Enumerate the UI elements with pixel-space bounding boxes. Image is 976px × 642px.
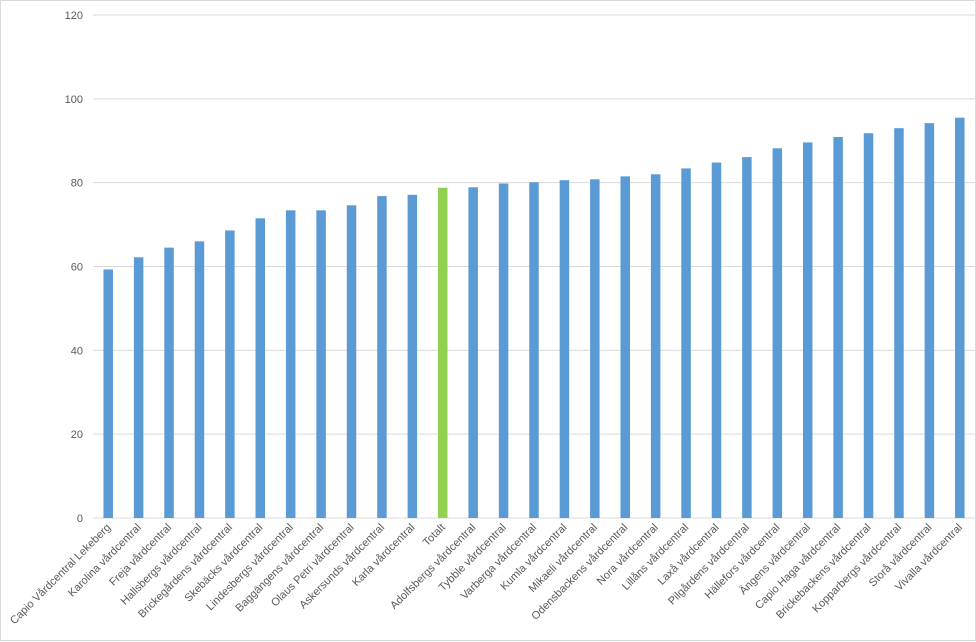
bar	[590, 179, 600, 518]
bar	[924, 123, 935, 519]
bar	[894, 128, 904, 519]
bar	[164, 247, 174, 518]
bar	[620, 176, 630, 519]
bar	[316, 210, 326, 518]
bar	[772, 148, 783, 519]
bar	[407, 194, 418, 518]
bar	[498, 183, 509, 518]
bar	[255, 218, 266, 518]
bar	[529, 182, 539, 518]
y-tick-label: 40	[71, 345, 83, 357]
y-tick-label: 120	[65, 10, 83, 22]
bar	[681, 168, 691, 519]
x-category-label: Totalt	[421, 522, 448, 549]
bar-total	[438, 187, 448, 519]
y-tick-label: 20	[71, 429, 83, 441]
bar	[103, 269, 113, 518]
y-tick-label: 0	[77, 513, 83, 525]
y-tick-label: 60	[71, 262, 83, 274]
y-tick-label: 100	[65, 94, 83, 106]
bar	[468, 187, 478, 518]
bar	[377, 196, 387, 518]
bar	[955, 117, 965, 518]
bar	[863, 133, 874, 518]
y-axis: 0 20 40 60 80 100 120	[65, 10, 83, 525]
bar	[346, 205, 357, 518]
bars	[103, 117, 965, 519]
bar	[802, 142, 813, 518]
bar	[833, 136, 843, 519]
y-tick-label: 80	[71, 178, 83, 190]
bar	[133, 257, 144, 518]
bar	[194, 241, 205, 518]
bar	[285, 210, 296, 518]
bar	[742, 157, 752, 518]
bar	[225, 230, 235, 518]
bar	[559, 180, 570, 518]
bar	[711, 162, 722, 518]
bar	[650, 174, 661, 519]
